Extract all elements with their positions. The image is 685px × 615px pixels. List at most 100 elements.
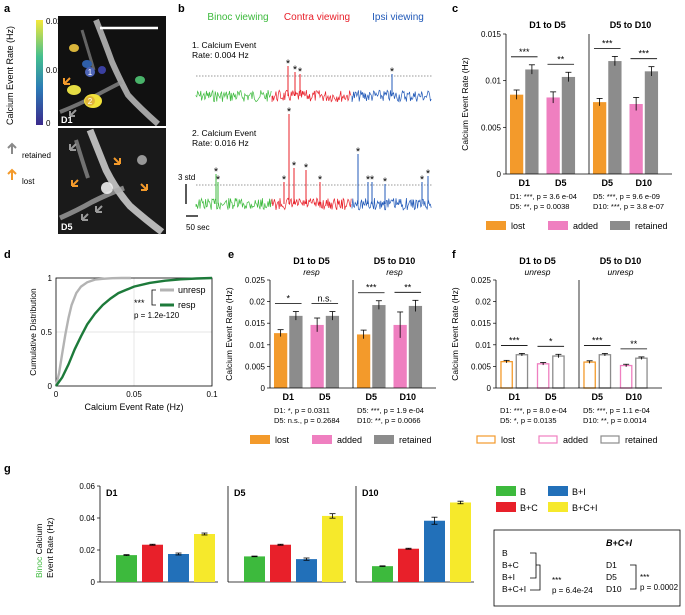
event-star: * xyxy=(292,160,297,172)
arrow-up-icon xyxy=(7,168,17,180)
bar-retained xyxy=(561,76,576,174)
p-value: p = 0.0002 xyxy=(640,583,679,592)
sig-bracket xyxy=(630,564,637,590)
y-tick-label: 0.02 xyxy=(249,298,265,307)
event-star: * xyxy=(286,58,291,70)
trace-noise xyxy=(351,89,432,103)
x-category-label: D5 xyxy=(366,392,378,402)
sig-label: *** xyxy=(602,38,613,48)
stat-text: D5: *, p = 0.0135 xyxy=(500,416,557,425)
legend-label: B+C+I xyxy=(572,503,598,513)
bar-retained xyxy=(552,355,565,389)
y-tick-label: 0.5 xyxy=(41,328,53,337)
y-tick-label: 0 xyxy=(48,382,53,391)
y-tick-label: 0.01 xyxy=(475,341,491,350)
bar-lost xyxy=(273,333,288,388)
stat-text: D1: ***, p = 8.0 e-04 xyxy=(500,406,567,415)
panel-letter-a: a xyxy=(4,3,11,15)
trace-2: *** **** * * * *** xyxy=(195,106,432,211)
sig-label: *** xyxy=(366,283,377,293)
event-star: * xyxy=(287,106,292,118)
y-tick-label: 0.005 xyxy=(245,362,266,371)
y-tick-label: 0 xyxy=(91,578,96,587)
trace-noise xyxy=(351,197,432,211)
series-unresp xyxy=(54,276,131,387)
panel-letter-c: c xyxy=(452,3,458,15)
x-tick-label: 0 xyxy=(54,390,59,399)
trace-noise xyxy=(271,197,352,211)
panel-letter-d: d xyxy=(4,249,11,261)
panel-letter-g: g xyxy=(4,463,11,475)
legend-swatch xyxy=(486,221,506,230)
bar-retained xyxy=(515,354,529,389)
trace2-rate: Rate: 0.016 Hz xyxy=(192,138,249,148)
group-subtitle: unresp xyxy=(608,267,634,277)
g-ylabel-rest: Calcium xyxy=(34,524,44,557)
header-binoc: Binoc viewing xyxy=(207,12,268,23)
y-axis-label: Calcium Event Rate (Hz) xyxy=(224,287,234,381)
legend-label: B+I xyxy=(572,487,586,497)
bar-lost xyxy=(500,360,513,389)
stats-item: D10 xyxy=(606,584,622,594)
bar-added xyxy=(536,363,550,389)
bar-retained xyxy=(325,315,340,388)
legend-retained: retained xyxy=(22,151,51,160)
bar-lost xyxy=(592,102,607,174)
cell-2-label: 2 xyxy=(88,97,93,106)
bar-added xyxy=(629,104,643,174)
arrow-icon xyxy=(140,183,148,191)
event-star: * xyxy=(356,146,361,158)
group-title: D10 xyxy=(362,488,379,498)
panel-letter-e: e xyxy=(228,249,234,261)
event-star: * xyxy=(214,166,219,178)
x-category-label: D5 xyxy=(592,392,604,402)
bar-B xyxy=(372,566,393,582)
header-ipsi: Ipsi viewing xyxy=(372,12,424,23)
rate-blob xyxy=(82,60,92,68)
panel-e: e Calcium Event Rate (Hz) 0.025 0.02 0.015 0… xyxy=(224,249,436,445)
y-tick-label: 0 xyxy=(497,170,502,179)
trace-noise xyxy=(195,197,272,211)
y-tick-label: 0.02 xyxy=(475,298,491,307)
x-category-label: D1 xyxy=(283,392,295,402)
y-tick-label: 0.01 xyxy=(249,341,265,350)
stats-item: B xyxy=(502,548,508,558)
bar-B xyxy=(244,556,265,582)
legend-swatch xyxy=(548,221,568,230)
legend-swatch xyxy=(312,435,332,444)
bar-retained xyxy=(635,357,648,389)
g-ylabel-line1: Binoc Calcium xyxy=(34,524,44,578)
group-title: D5 to D10 xyxy=(610,20,652,30)
group-title: D1 to D5 xyxy=(293,256,330,266)
bar-B+I xyxy=(168,554,189,582)
trace-noise xyxy=(271,89,352,103)
bar-retained xyxy=(289,315,303,388)
panel-letter-f: f xyxy=(452,249,456,261)
stat-text: D1: ***, p = 3.6 e-04 xyxy=(510,192,577,201)
colorbar-tick-top: 0.02 xyxy=(46,17,62,26)
x-category-label: D5 xyxy=(602,178,614,188)
event-star: * xyxy=(383,176,388,188)
panel-letter-b: b xyxy=(178,3,185,15)
arrow-icon xyxy=(81,213,89,221)
colorbar-tick-mid: 0.01 xyxy=(46,66,62,75)
group-subtitle: resp xyxy=(303,267,320,277)
legend-label: resp xyxy=(178,300,196,310)
legend-swatch xyxy=(476,435,496,444)
bar-B+C xyxy=(270,544,291,582)
arrow-icon xyxy=(69,143,77,151)
g-ylabel-binoc: Binoc xyxy=(34,556,44,578)
rate-blob xyxy=(98,66,106,74)
legend-swatch xyxy=(496,486,516,496)
stats-right-title: B+C+I xyxy=(606,538,633,548)
y-tick-label: 0.005 xyxy=(481,123,502,132)
panel-g: g Binoc Calcium Event Rate (Hz) 0.06 0.04… xyxy=(4,463,681,607)
bar-added xyxy=(546,97,560,174)
event-star: * xyxy=(390,66,395,78)
p-value: p = 6.4e-24 xyxy=(552,586,593,595)
scale-y-label: 3 std xyxy=(178,173,195,182)
bar-lost xyxy=(356,334,371,388)
legend-label: lost xyxy=(501,435,516,445)
y-tick-label: 0.015 xyxy=(481,30,502,39)
sig-bracket xyxy=(530,552,541,591)
